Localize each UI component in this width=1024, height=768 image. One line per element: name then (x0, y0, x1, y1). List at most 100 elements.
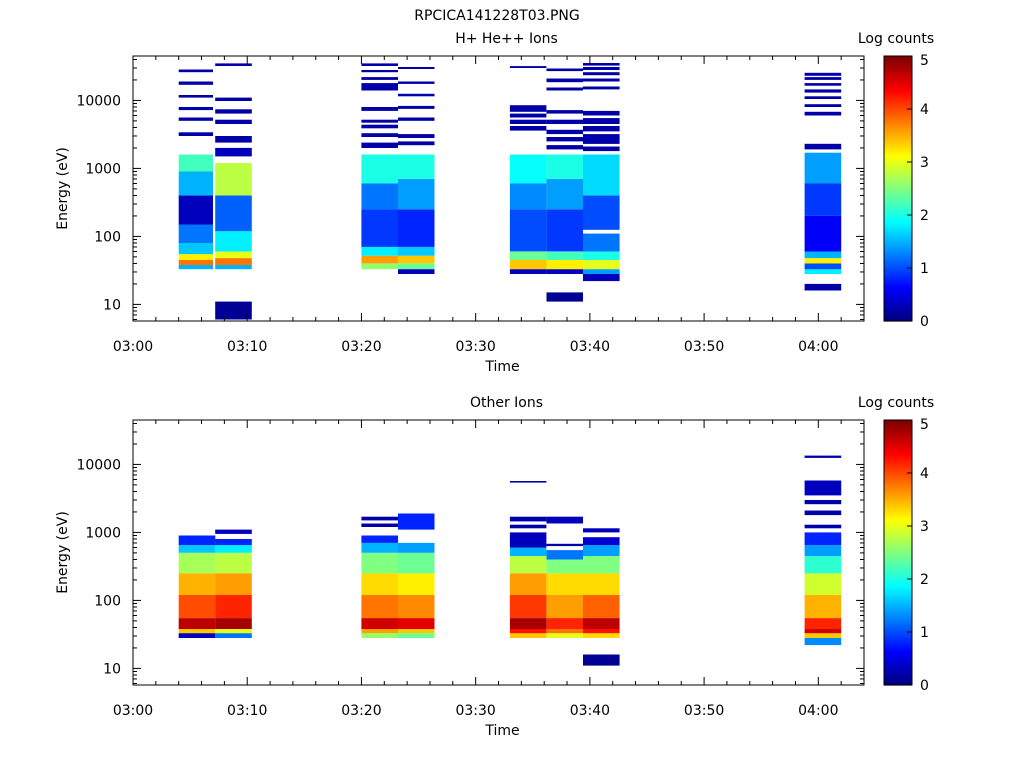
spectrogram-cell (546, 145, 583, 150)
spectrogram-cell (804, 283, 842, 291)
colorbar-swatch (884, 618, 912, 622)
colorbar-swatch (884, 106, 912, 110)
spectrogram-cell (178, 69, 213, 73)
colorbar-swatch (884, 669, 912, 673)
spectrogram-cell (804, 545, 842, 556)
colorbar-tick-label: 5 (920, 417, 929, 433)
y-tick-label: 10000 (76, 93, 121, 109)
colorbar-swatch (884, 501, 912, 505)
spectrogram-cell (583, 251, 620, 260)
spectrogram-cell (178, 224, 213, 243)
colorbar-swatch (884, 188, 912, 192)
colorbar-swatch (884, 457, 912, 461)
colorbar-swatch (884, 268, 912, 271)
colorbar-swatch (884, 265, 912, 269)
spectrogram-cell (583, 633, 620, 638)
colorbar-swatch (884, 424, 912, 428)
spectrogram-cell (178, 243, 213, 255)
colorbar-swatch (884, 113, 912, 117)
spectrogram-cell (804, 143, 842, 150)
spectrogram-cell (546, 68, 583, 72)
colorbar-swatch (884, 212, 912, 216)
x-tick-label: 03:00 (113, 339, 153, 355)
colorbar-swatch (884, 678, 912, 682)
colorbar-swatch (884, 455, 912, 459)
colorbar-swatch (884, 75, 912, 79)
colorbar-swatch (884, 128, 912, 132)
spectrogram-cell (509, 154, 547, 184)
spectrogram-cell (509, 573, 547, 595)
spectrogram-cell (583, 195, 620, 230)
colorbar-swatch (884, 592, 912, 596)
colorbar-tick-label: 1 (920, 625, 929, 641)
spectrogram-cell (398, 81, 435, 84)
colorbar-swatch (884, 62, 912, 66)
y-axis-label: Energy (eV) (55, 511, 71, 594)
spectrogram-cell (361, 595, 398, 618)
colorbar-swatch (884, 287, 912, 291)
colorbar-swatch (884, 210, 912, 214)
colorbar-swatch (884, 283, 912, 287)
colorbar-swatch (884, 514, 912, 518)
spectrogram-cell (804, 618, 842, 629)
spectrogram-cell (215, 265, 252, 270)
colorbar-swatch (884, 654, 912, 657)
colorbar-swatch (884, 307, 912, 311)
colorbar-swatch (884, 197, 912, 201)
colorbar-swatch (884, 248, 912, 251)
spectrogram-cell (361, 255, 398, 264)
colorbar-swatch (884, 596, 912, 600)
colorbar-swatch (884, 448, 912, 452)
spectrogram-cell (583, 63, 620, 66)
spectrogram-cell (178, 260, 213, 265)
colorbar-swatch (884, 579, 912, 582)
spectrogram-cell (398, 629, 435, 634)
spectrogram-cell (361, 83, 398, 91)
spectrogram-cell (546, 137, 583, 142)
spectrogram-cell (361, 552, 398, 574)
spectrogram-cell (361, 107, 398, 111)
spectrogram-cell (546, 209, 583, 252)
colorbar-swatch (884, 632, 912, 635)
x-tick-label: 03:20 (341, 703, 381, 719)
colorbar-swatch (884, 95, 912, 99)
spectrogram-cell (215, 163, 252, 196)
colorbar-swatch (884, 137, 912, 141)
spectrogram-cell (398, 513, 435, 530)
spectrogram-cell (215, 539, 252, 546)
spectrogram-cell (215, 63, 252, 66)
colorbar-swatch (884, 537, 912, 540)
colorbar-swatch (884, 142, 912, 145)
panel-title: Other Ions (470, 395, 543, 411)
colorbar-swatch (884, 620, 912, 624)
y-tick-label: 100 (94, 593, 121, 609)
spectrogram-cell (178, 171, 213, 196)
colorbar-swatch (884, 495, 912, 498)
y-tick-label: 100 (94, 229, 121, 245)
colorbar-swatch (884, 534, 912, 538)
colorbar-swatch (884, 662, 912, 666)
colorbar-tick-label: 4 (920, 466, 929, 482)
colorbar-swatch (884, 292, 912, 296)
spectrogram-cell (509, 595, 547, 618)
x-tick-label: 03:40 (570, 703, 610, 719)
spectrogram-cell (583, 269, 620, 274)
colorbar-swatch (884, 656, 912, 660)
spectrogram-cell (215, 633, 252, 638)
colorbar-swatch (884, 73, 912, 77)
colorbar-swatch (884, 312, 912, 315)
x-axis-label: Time (484, 359, 519, 375)
spectrogram-cell (361, 183, 398, 210)
spectrogram-cell (509, 532, 547, 548)
colorbar-frame (883, 419, 913, 686)
y-tick-label: 1000 (85, 525, 121, 541)
y-tick-label: 10 (103, 661, 121, 677)
colorbar-swatch (884, 290, 912, 293)
colorbar-swatch (884, 104, 912, 108)
colorbar-swatch (884, 497, 912, 501)
spectrogram-cell (215, 618, 252, 629)
colorbar-tick-label: 2 (920, 572, 929, 588)
spectrogram-cell (804, 111, 842, 116)
spectrogram-cell (804, 269, 842, 274)
x-tick-label: 03:10 (227, 703, 267, 719)
